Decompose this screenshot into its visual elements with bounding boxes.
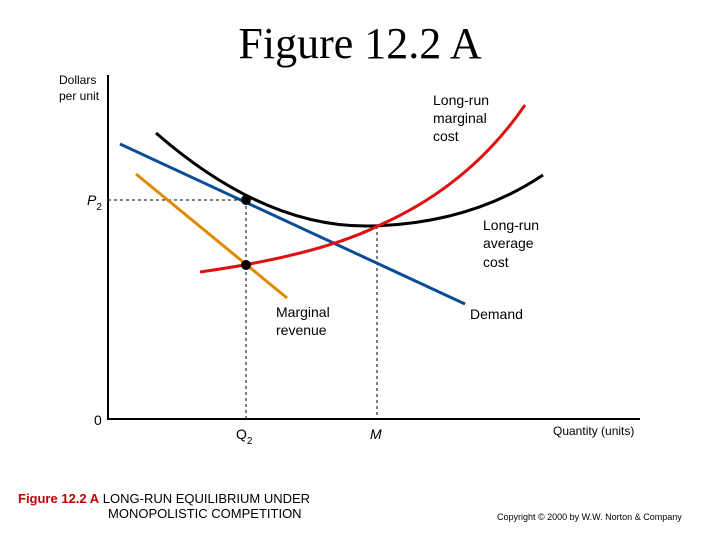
x-axis-label: Quantity (units) bbox=[553, 424, 634, 438]
mr-label-line1: Marginal bbox=[276, 304, 330, 320]
lrac-label-line3: cost bbox=[483, 254, 509, 270]
y-axis-label-line1: Dollars bbox=[59, 73, 96, 87]
price-label: P2 bbox=[87, 192, 102, 213]
demand-curve bbox=[119, 142, 466, 306]
caption-figure-number: Figure 12.2 A bbox=[18, 491, 100, 506]
marginal-revenue-curve bbox=[135, 172, 288, 300]
equilibrium-point-mr-mc bbox=[241, 260, 251, 270]
caption-line1: LONG-RUN EQUILIBRIUM UNDER bbox=[99, 491, 311, 506]
figure-title: Figure 12.2 A bbox=[238, 19, 482, 68]
long-run-average-cost-curve bbox=[155, 131, 544, 228]
long-run-marginal-cost-curve bbox=[199, 104, 527, 274]
demand-label: Demand bbox=[470, 306, 523, 322]
copyright-notice: Copyright © 2000 by W.W. Norton & Compan… bbox=[497, 512, 682, 522]
lrmc-label-line3: cost bbox=[433, 128, 459, 144]
origin-label: 0 bbox=[94, 412, 102, 428]
lrac-label-line2: average bbox=[483, 235, 534, 251]
y-axis-label-line2: per unit bbox=[59, 89, 100, 103]
m-label: M bbox=[370, 426, 382, 442]
equilibrium-point-demand bbox=[241, 195, 251, 205]
lrmc-label-line1: Long-run bbox=[433, 92, 489, 108]
mr-label-line2: revenue bbox=[276, 322, 327, 338]
lrmc-label-line2: marginal bbox=[433, 110, 487, 126]
q2-label: Q2 bbox=[236, 426, 253, 447]
lrac-label-line1: Long-run bbox=[483, 217, 539, 233]
figure-caption: Figure 12.2 A LONG-RUN EQUILIBRIUM UNDER… bbox=[18, 491, 310, 521]
caption-line2: MONOPOLISTIC COMPETITION bbox=[108, 506, 302, 521]
